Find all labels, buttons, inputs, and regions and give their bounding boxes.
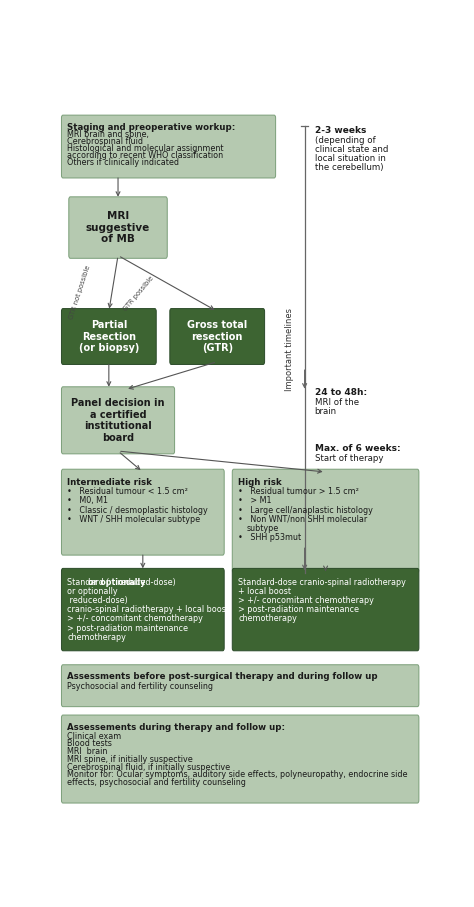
Text: •   M0, M1: • M0, M1 <box>67 496 109 505</box>
Text: Intermediate risk: Intermediate risk <box>67 478 152 486</box>
Text: brain: brain <box>315 407 337 416</box>
Text: •   Classic / desmoplastic histology: • Classic / desmoplastic histology <box>67 505 208 514</box>
Text: •   WNT / SHH molecular subtype: • WNT / SHH molecular subtype <box>67 514 201 523</box>
Text: •   Residual tumour < 1.5 cm²: • Residual tumour < 1.5 cm² <box>67 487 188 496</box>
Text: GTR possible: GTR possible <box>122 276 155 312</box>
Text: Cerebrospinal fluid, if initially suspective: Cerebrospinal fluid, if initially suspec… <box>67 763 230 772</box>
FancyBboxPatch shape <box>170 308 264 365</box>
Text: subtype: subtype <box>246 523 279 532</box>
Text: •   Large cell/anaplastic histology: • Large cell/anaplastic histology <box>238 505 373 514</box>
Text: High risk: High risk <box>238 478 282 486</box>
Text: chemotherapy: chemotherapy <box>238 614 297 623</box>
FancyBboxPatch shape <box>62 715 419 803</box>
FancyBboxPatch shape <box>62 665 419 707</box>
Text: Staging and preoperative workup:: Staging and preoperative workup: <box>67 122 236 132</box>
Text: effects, psychosocial and fertility counseling: effects, psychosocial and fertility coun… <box>67 778 246 787</box>
Text: Start of therapy: Start of therapy <box>315 454 383 463</box>
Text: > post-radiation maintenance: > post-radiation maintenance <box>67 623 188 632</box>
Text: MRI  brain: MRI brain <box>67 747 108 756</box>
Text: Clinical exam: Clinical exam <box>67 732 122 741</box>
Text: Standard-dose cranio-spinal radiotherapy: Standard-dose cranio-spinal radiotherapy <box>238 578 406 587</box>
FancyBboxPatch shape <box>62 569 224 651</box>
Text: Histological and molecular assignment: Histological and molecular assignment <box>67 144 224 153</box>
Text: cranio-spinal radiotherapy + local boost: cranio-spinal radiotherapy + local boost <box>67 605 229 614</box>
Text: MRI of the: MRI of the <box>315 398 359 407</box>
Text: MRI brain and spine,: MRI brain and spine, <box>67 131 149 140</box>
Text: Monitor for: Ocular symptoms, auditory side effects, polyneuropathy, endocrine s: Monitor for: Ocular symptoms, auditory s… <box>67 770 408 779</box>
Text: •   SHH p53mut: • SHH p53mut <box>238 532 301 541</box>
Text: + local boost: + local boost <box>238 587 291 596</box>
Text: clinical state and: clinical state and <box>315 145 388 154</box>
FancyBboxPatch shape <box>62 469 224 555</box>
Text: Blood tests: Blood tests <box>67 739 112 748</box>
FancyBboxPatch shape <box>62 386 174 454</box>
Text: reduced-dose): reduced-dose) <box>67 596 128 605</box>
Text: Cerebrospinal fluid: Cerebrospinal fluid <box>67 138 143 146</box>
Text: according to recent WHO classification: according to recent WHO classification <box>67 151 223 161</box>
Text: > post-radiation maintenance: > post-radiation maintenance <box>238 605 359 614</box>
Text: or optionally: or optionally <box>88 578 146 587</box>
Text: 24 to 48h:: 24 to 48h: <box>315 388 367 397</box>
FancyBboxPatch shape <box>232 569 419 651</box>
Text: > +/- concomitant chemotherapy: > +/- concomitant chemotherapy <box>238 596 374 605</box>
FancyBboxPatch shape <box>62 308 156 365</box>
Text: Partial
Resection
(or biopsy): Partial Resection (or biopsy) <box>79 320 139 353</box>
Text: the cerebellum): the cerebellum) <box>315 163 383 172</box>
Text: MRI spine, if initially suspective: MRI spine, if initially suspective <box>67 755 193 764</box>
Text: •   Non WNT/non SHH molecular: • Non WNT/non SHH molecular <box>238 514 367 523</box>
Text: local situation in: local situation in <box>315 154 385 163</box>
Text: Assessements during therapy and follow up:: Assessements during therapy and follow u… <box>67 723 285 732</box>
Text: reduced-dose): reduced-dose) <box>115 578 175 587</box>
Text: GTR not possible: GTR not possible <box>68 265 91 320</box>
Text: Max. of 6 weeks:: Max. of 6 weeks: <box>315 444 400 454</box>
FancyBboxPatch shape <box>62 115 275 178</box>
Text: Gross total
resection
(GTR): Gross total resection (GTR) <box>187 320 247 353</box>
FancyBboxPatch shape <box>69 197 167 258</box>
Text: (depending of: (depending of <box>315 136 375 145</box>
Text: Panel decision in
a certified
institutional
board: Panel decision in a certified institutio… <box>71 398 165 443</box>
Text: 2-3 weeks: 2-3 weeks <box>315 126 366 135</box>
Text: Others if clinically indicated: Others if clinically indicated <box>67 159 179 168</box>
Text: •   Residual tumour > 1.5 cm²: • Residual tumour > 1.5 cm² <box>238 487 359 496</box>
Text: Assessments before post-surgical therapy and during follow up: Assessments before post-surgical therapy… <box>67 672 378 681</box>
Text: Psychosocial and fertility counseling: Psychosocial and fertility counseling <box>67 682 213 691</box>
Text: •   > M1: • > M1 <box>238 496 272 505</box>
FancyBboxPatch shape <box>232 469 419 572</box>
Text: Important timelines: Important timelines <box>285 308 294 391</box>
Text: Standard (: Standard ( <box>67 578 109 587</box>
Text: or optionally: or optionally <box>67 587 118 596</box>
Text: > +/- concomitant chemotherapy: > +/- concomitant chemotherapy <box>67 614 203 623</box>
Text: chemotherapy: chemotherapy <box>67 633 126 641</box>
Text: MRI
suggestive
of MB: MRI suggestive of MB <box>86 211 150 244</box>
